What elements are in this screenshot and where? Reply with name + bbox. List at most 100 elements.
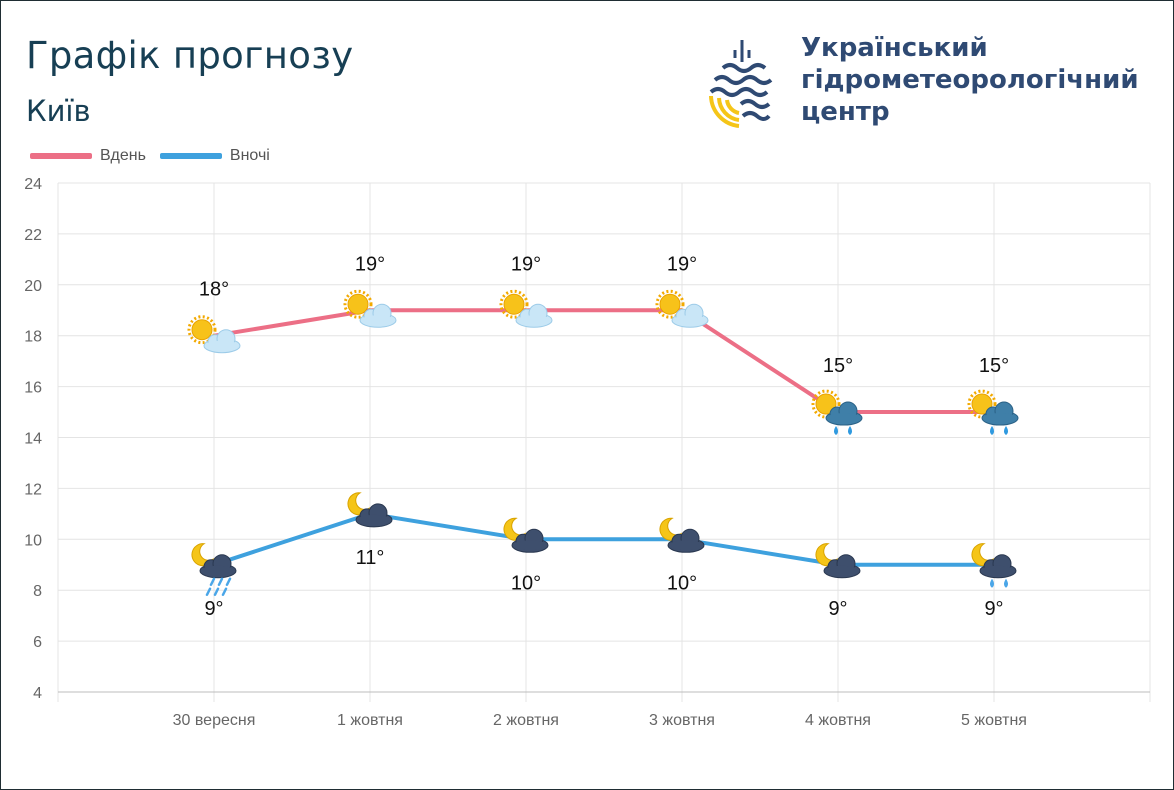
sun-cloud-icon <box>343 289 397 328</box>
y-tick-label: 20 <box>24 278 42 295</box>
y-tick-label: 18 <box>24 329 42 346</box>
cloud-fill <box>983 413 1017 424</box>
y-tick-label: 4 <box>33 685 42 702</box>
night-temperature-label: 9° <box>984 598 1003 620</box>
series-line-night <box>213 511 994 567</box>
sun-rays <box>655 289 685 319</box>
sun-cloud-icon <box>187 315 241 354</box>
org-line-1: Український <box>801 33 988 63</box>
sun-rays <box>499 289 529 319</box>
cloud-fill <box>517 315 551 326</box>
cloud <box>203 329 241 354</box>
cloud <box>823 554 861 579</box>
moon-cloud-icon <box>347 492 393 528</box>
cloud-fill <box>513 540 547 551</box>
cloud-fill <box>357 514 391 525</box>
legend-label-day: Вдень <box>100 147 146 164</box>
day-temperature-label: 19° <box>667 253 697 275</box>
cloud <box>355 503 393 528</box>
legend-swatch-night <box>159 153 222 159</box>
org-line-3: центр <box>801 97 890 127</box>
day-temperature-label: 19° <box>355 253 385 275</box>
city-name: Київ <box>26 94 91 128</box>
series-line-day <box>213 308 994 415</box>
y-tick-label: 6 <box>33 634 42 651</box>
x-tick-label: 1 жовтня <box>337 712 403 729</box>
sun-cloud-icon <box>499 289 553 328</box>
sun-rays <box>967 389 997 419</box>
sun-disc <box>347 293 369 315</box>
cloud-fill <box>827 413 861 424</box>
cloud-fill <box>825 565 859 576</box>
cloud-fill <box>201 565 235 576</box>
org-line-2: гідрометеорологічний <box>801 65 1139 95</box>
y-tick-label: 8 <box>33 583 42 600</box>
rain-drop <box>990 578 994 588</box>
sun-rays <box>811 389 841 419</box>
x-tick-label: 3 жовтня <box>649 712 715 729</box>
sun-rain-cloud-icon <box>811 389 863 436</box>
y-tick-label: 16 <box>24 380 42 397</box>
cloud <box>359 303 397 328</box>
page-title: Графік прогнозу <box>26 34 354 77</box>
night-temperature-label: 9° <box>828 598 847 620</box>
cloud <box>515 303 553 328</box>
x-tick-label: 5 жовтня <box>961 712 1027 729</box>
y-tick-label: 14 <box>24 431 42 448</box>
x-tick-label: 30 вересня <box>173 712 256 729</box>
moon-cloud-icon <box>659 517 705 553</box>
legend-item-day[interactable]: Вдень <box>30 147 146 165</box>
sun-disc <box>815 393 837 415</box>
rain-drop <box>209 577 216 586</box>
hydromet-drop-logo-icon <box>709 38 773 128</box>
rain-drop <box>1004 426 1008 436</box>
legend-swatch-day <box>30 153 92 159</box>
rain-drop <box>834 426 838 436</box>
rain-drop <box>217 577 224 586</box>
cloud <box>671 303 709 328</box>
moon-rain-cloud-icon <box>191 543 237 596</box>
cloud <box>979 554 1017 579</box>
y-tick-label: 10 <box>24 532 42 549</box>
cloud-fill <box>669 540 703 551</box>
sun-rain-cloud-icon <box>967 389 1019 436</box>
legend-label-night: Вночі <box>229 147 270 164</box>
day-temperature-label: 15° <box>823 355 853 377</box>
night-temperature-label: 10° <box>511 572 541 594</box>
moon-cloud-icon <box>815 543 861 579</box>
night-temperature-label: 9° <box>204 598 223 620</box>
x-tick-label: 2 жовтня <box>493 712 559 729</box>
cloud-fill <box>981 565 1015 576</box>
rain-drop <box>848 426 852 436</box>
legend-item-night[interactable]: Вночі <box>159 147 270 165</box>
sun-disc <box>503 293 525 315</box>
sun-disc <box>191 319 213 341</box>
rain-drop <box>213 587 220 596</box>
cloud <box>199 554 237 579</box>
cloud <box>825 401 863 426</box>
x-tick-label: 4 жовтня <box>805 712 871 729</box>
night-temperature-label: 11° <box>356 547 385 569</box>
moon-rain-cloud-icon <box>971 543 1017 588</box>
cloud <box>981 401 1019 426</box>
day-temperature-label: 18° <box>199 279 229 301</box>
day-temperature-label: 15° <box>979 355 1009 377</box>
sun-rays <box>343 289 373 319</box>
day-temperature-label: 19° <box>511 253 541 275</box>
chart-legend: Вдень Вночі <box>30 147 284 165</box>
rain-drop <box>205 587 212 596</box>
cloud-fill <box>673 315 707 326</box>
sun-disc <box>659 293 681 315</box>
cloud-fill <box>361 315 395 326</box>
sun-cloud-icon <box>655 289 709 328</box>
cloud <box>667 528 705 553</box>
rain-drop <box>1004 578 1008 588</box>
y-tick-label: 22 <box>24 227 42 244</box>
y-tick-label: 12 <box>24 481 42 498</box>
rain-drop <box>225 577 232 586</box>
night-temperature-label: 10° <box>667 572 697 594</box>
cloud <box>511 528 549 553</box>
chart-grid <box>57 182 1151 702</box>
sun-disc <box>971 393 993 415</box>
rain-drop <box>990 426 994 436</box>
